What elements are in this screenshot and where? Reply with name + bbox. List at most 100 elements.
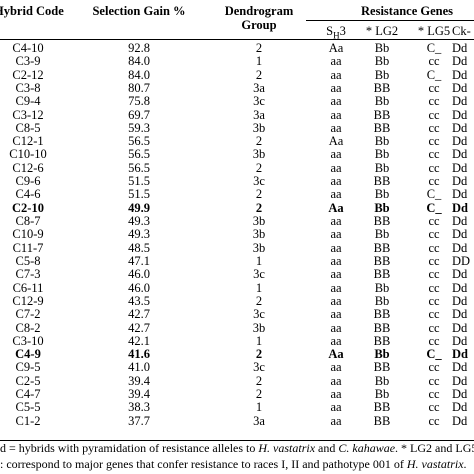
cell-lg5: cc — [428, 174, 440, 189]
cell-selection-gain: 38.3 — [128, 400, 150, 415]
cell-selection-gain: 69.7 — [128, 107, 150, 122]
cell-selection-gain: 49.3 — [128, 214, 150, 229]
cell-lg2: Bb — [374, 160, 390, 175]
cell-lg2: Bb — [374, 67, 390, 82]
cell-lg2: Bb — [374, 187, 390, 202]
cell-selection-gain: 49.3 — [128, 227, 150, 242]
cell-sh3: aa — [330, 360, 342, 375]
cell-sh3: Aa — [328, 347, 344, 362]
header-sh3: SH3 — [316, 24, 356, 43]
cell-lg2: Bb — [374, 347, 390, 362]
cell-selection-gain: 42.1 — [128, 333, 150, 348]
cell-hybrid-code: C4-9 — [15, 347, 41, 362]
cell-sh3: aa — [330, 54, 342, 69]
cell-dendrogram-group: 3a — [253, 413, 265, 428]
cell-dendrogram-group: 3a — [253, 80, 265, 95]
cell-lg2: BB — [373, 307, 391, 322]
header-selection-gain: Selection Gain % — [92, 4, 186, 18]
cell-sh3: aa — [330, 333, 342, 348]
cell-sh3: aa — [330, 227, 342, 242]
cell-dendrogram-group: 1 — [255, 400, 263, 415]
header-sh3-tail: 3 — [339, 24, 346, 38]
cell-hybrid-code: C12-6 — [12, 160, 44, 175]
header-sh3-sub: H — [333, 30, 340, 41]
cell-sh3: aa — [330, 187, 342, 202]
cell-selection-gain: 42.7 — [128, 307, 150, 322]
cell-dendrogram-group: 3b — [252, 147, 266, 162]
cell-selection-gain: 48.5 — [128, 240, 150, 255]
cell-dendrogram-group: 2 — [255, 134, 263, 149]
cell-selection-gain: 56.5 — [128, 134, 150, 149]
footnote-text: . * LG2 and LG5 = loci/C — [395, 441, 474, 455]
cell-lg2: Bb — [374, 54, 390, 69]
cell-hybrid-code: C10-10 — [9, 147, 47, 162]
cell-selection-gain: 49.9 — [128, 200, 150, 215]
cell-dendrogram-group: 3c — [253, 307, 265, 322]
cell-selection-gain: 75.8 — [128, 94, 150, 109]
cell-ck: Dd — [452, 147, 468, 162]
cell-lg5: cc — [428, 80, 440, 95]
header-lg5: * LG5 — [417, 24, 451, 38]
cell-sh3: aa — [330, 147, 342, 162]
cell-ck: Dd — [452, 227, 468, 242]
cell-selection-gain: 39.4 — [128, 387, 150, 402]
cell-ck: Dd — [452, 293, 468, 308]
cell-hybrid-code: C12-1 — [12, 134, 44, 149]
footnote-line: : correspond to major genes that confer … — [0, 457, 467, 472]
cell-lg5: C_ — [426, 347, 442, 362]
cell-dendrogram-group: 3b — [252, 240, 266, 255]
cell-hybrid-code: C2-12 — [12, 67, 44, 82]
cell-sh3: aa — [330, 94, 342, 109]
cell-lg5: cc — [428, 120, 440, 135]
cell-selection-gain: 39.4 — [128, 373, 150, 388]
header-sh3-s: S — [326, 24, 334, 38]
cell-hybrid-code: C3-12 — [12, 107, 44, 122]
cell-sh3: aa — [330, 240, 342, 255]
cell-lg5: cc — [428, 267, 440, 282]
cell-ck: Dd — [452, 120, 468, 135]
cell-lg2: Bb — [374, 134, 390, 149]
cell-ck: Dd — [452, 160, 468, 175]
header-rule — [0, 39, 474, 40]
cell-hybrid-code: C10-9 — [12, 227, 44, 242]
footnote-text: H. vastatrix — [258, 441, 316, 455]
cell-lg5: cc — [428, 134, 440, 149]
footnote-text: d = hybrids with pyramidation of resista… — [0, 441, 259, 455]
cell-dendrogram-group: 2 — [255, 200, 263, 215]
cell-lg5: cc — [428, 400, 440, 415]
cell-hybrid-code: C4-10 — [12, 41, 44, 55]
cell-ck: Dd — [452, 187, 468, 202]
cell-dendrogram-group: 3c — [253, 174, 265, 189]
cell-lg5: cc — [428, 307, 440, 322]
cell-sh3: aa — [330, 373, 342, 388]
cell-hybrid-code: C6-11 — [12, 280, 44, 295]
cell-sh3: aa — [330, 80, 342, 95]
cell-sh3: aa — [330, 107, 342, 122]
cell-dendrogram-group: 3c — [253, 267, 265, 282]
cell-dendrogram-group: 3b — [252, 120, 266, 135]
cell-lg2: BB — [373, 174, 391, 189]
cell-lg5: C_ — [426, 200, 442, 215]
cell-ck: Dd — [452, 107, 468, 122]
cell-sh3: aa — [330, 160, 342, 175]
cell-selection-gain: 84.0 — [128, 54, 150, 69]
cell-ck: Dd — [452, 333, 468, 348]
cell-dendrogram-group: 3a — [253, 107, 265, 122]
cell-selection-gain: 80.7 — [128, 80, 150, 95]
cell-sh3: aa — [330, 293, 342, 308]
cell-sh3: Aa — [328, 134, 344, 149]
cell-sh3: Aa — [328, 41, 344, 55]
cell-ck: Dd — [452, 67, 468, 82]
cell-ck: Dd — [452, 387, 468, 402]
cell-lg2: Bb — [374, 94, 390, 109]
header-dendrogram-line1: Dendrogram — [224, 4, 294, 18]
cell-ck: Dd — [452, 280, 468, 295]
cell-ck: Dd — [452, 400, 468, 415]
cell-dendrogram-group: 1 — [255, 280, 263, 295]
cell-selection-gain: 41.0 — [128, 360, 150, 375]
cell-sh3: aa — [330, 67, 342, 82]
cell-ck: Dd — [452, 214, 468, 229]
cell-dendrogram-group: 2 — [255, 67, 263, 82]
cell-lg2: BB — [373, 333, 391, 348]
